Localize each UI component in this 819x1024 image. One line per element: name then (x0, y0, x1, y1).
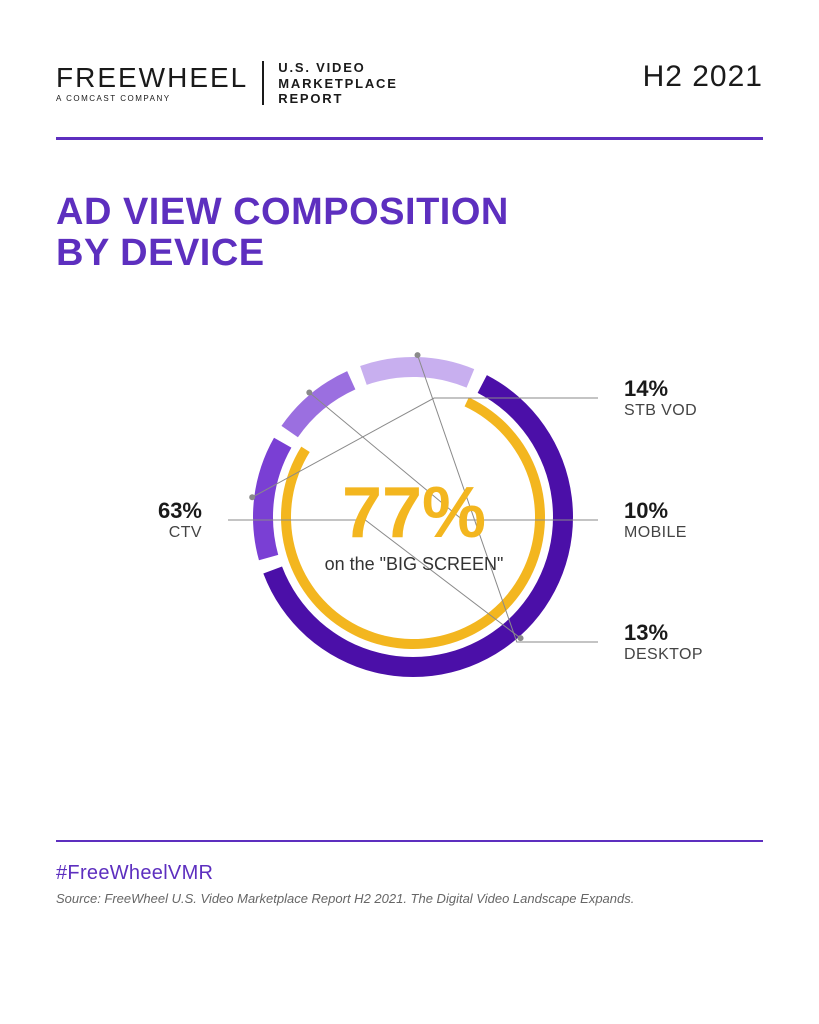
label-ctv-pct: 63% (92, 498, 202, 524)
header: FREEWHEEL A COMCAST COMPANY U.S. VIDEO M… (56, 60, 763, 107)
logo-tagline: A COMCAST COMPANY (56, 94, 248, 103)
label-mobile-name: MOBILE (624, 524, 687, 542)
label-desktop-pct: 13% (624, 620, 703, 646)
label-desktop-name: DESKTOP (624, 646, 703, 664)
logo: FREEWHEEL A COMCAST COMPANY (56, 64, 248, 103)
report-title-block: U.S. VIDEO MARKETPLACE REPORT (278, 60, 397, 107)
title-line-2: BY DEVICE (56, 232, 265, 274)
label-ctv-name: CTV (92, 524, 202, 542)
label-stbvod: 14% STB VOD (624, 376, 697, 420)
report-line-3: REPORT (278, 91, 397, 107)
period-label: H2 2021 (643, 60, 763, 94)
label-desktop: 13% DESKTOP (624, 620, 703, 664)
label-stbvod-name: STB VOD (624, 402, 697, 420)
donut-chart: 77% on the "BIG SCREEN" 63% CTV 14% STB … (56, 292, 763, 812)
divider-top (56, 137, 763, 140)
title-line-1: AD VIEW COMPOSITION (56, 191, 509, 233)
report-line-1: U.S. VIDEO (278, 60, 397, 76)
hashtag: #FreeWheelVMR (56, 862, 763, 885)
center-percent: 77% (324, 477, 504, 549)
label-ctv: 63% CTV (92, 498, 202, 542)
logo-divider (262, 61, 264, 105)
logo-name: FREEWHEEL (56, 64, 248, 92)
logo-block: FREEWHEEL A COMCAST COMPANY U.S. VIDEO M… (56, 60, 398, 107)
label-mobile: 10% MOBILE (624, 498, 687, 542)
label-mobile-pct: 10% (624, 498, 687, 524)
source-text: Source: FreeWheel U.S. Video Marketplace… (56, 891, 763, 906)
segment-desktop (360, 357, 474, 388)
center-caption: on the "BIG SCREEN" (304, 554, 524, 575)
label-stbvod-pct: 14% (624, 376, 697, 402)
title: AD VIEW COMPOSITION BY DEVICE (56, 192, 763, 274)
segment-mobile (281, 371, 355, 437)
divider-bottom (56, 840, 763, 842)
report-line-2: MARKETPLACE (278, 76, 397, 92)
